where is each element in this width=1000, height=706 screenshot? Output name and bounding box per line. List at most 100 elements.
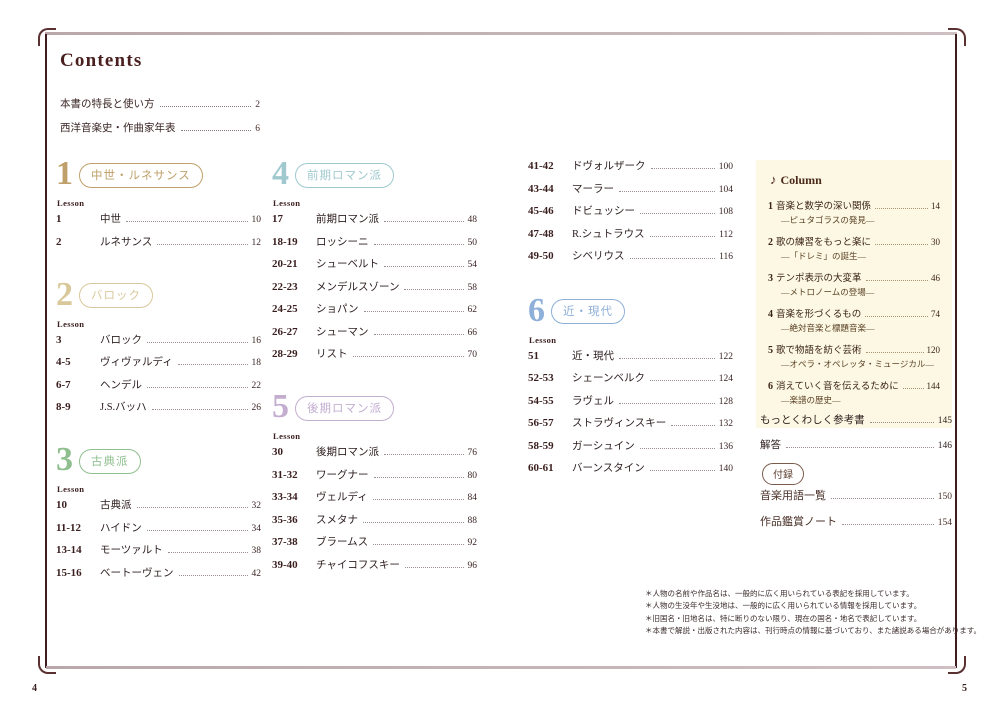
lesson-number: 6-7 — [56, 378, 71, 391]
column-item[interactable]: 5 歌で物語を紡ぐ芸術 120 ―オペラ・オペレッタ・ミュージカル― — [768, 342, 940, 370]
page-number: 10 — [251, 215, 262, 225]
toc-entry-row[interactable]: 37-38 ブラームス 92 — [272, 534, 477, 549]
toc-entry-row[interactable]: 26-27 シューマン 66 — [272, 324, 477, 339]
lesson-title: ワーグナー — [316, 469, 369, 481]
lesson-number: 54-55 — [528, 394, 554, 407]
page-frame-bottom-rule — [46, 666, 956, 669]
leader-dots — [126, 221, 248, 222]
lesson-number: 47-48 — [528, 227, 554, 240]
entry-title: 作品鑑賞ノート — [760, 516, 837, 528]
leader-dots — [384, 221, 464, 222]
spacer — [528, 271, 733, 295]
page-number: 108 — [718, 207, 733, 217]
page-number: 112 — [719, 229, 733, 240]
lesson-number: 35-36 — [272, 513, 298, 526]
column-item[interactable]: 1 音楽と数学の深い関係 14 ―ピュタゴラスの発見― — [768, 198, 940, 226]
toc-entry-row[interactable]: 58-59 ガーシュイン 136 — [528, 438, 733, 453]
toc-section: 5 後期ロマン派 Lesson 30 後期ロマン派 76 31-32 ワーグナー 80 33-34… — [272, 390, 477, 572]
spacer — [56, 428, 261, 444]
lesson-title: ストラヴィンスキー — [572, 418, 667, 429]
page-number: 124 — [718, 374, 733, 384]
leader-dots — [159, 106, 252, 107]
toc-entry-row[interactable]: 33-34 ヴェルディ 84 — [272, 489, 477, 504]
toc-entry-row[interactable]: 41-42 ドヴォルザーク 100 — [528, 158, 733, 173]
music-note-icon: ♪ — [770, 172, 777, 187]
lesson-number: 37-38 — [272, 536, 298, 548]
leader-dots — [167, 552, 248, 553]
column-item[interactable]: 6 消えていく音を伝えるために 144 ―楽譜の歴史― — [768, 378, 940, 406]
toc-entry-row[interactable]: 22-23 メンデルスゾーン 58 — [272, 279, 477, 294]
toc-entry-row[interactable]: 解答 146 — [760, 437, 952, 452]
lesson-number: 15-16 — [56, 566, 82, 579]
toc-entry-row[interactable]: 1 中世 10 — [56, 211, 261, 226]
toc-entry-row[interactable]: 24-25 ショパン 62 — [272, 301, 477, 316]
page-number: 46 — [931, 273, 940, 283]
column-item[interactable]: 3 テンポ表示の大変革 46 ―メトロノームの登場― — [768, 270, 940, 298]
toc-entry-row[interactable]: 6-7 ヘンデル 22 — [56, 377, 261, 392]
toc-entry-row[interactable]: 35-36 スメタナ 88 — [272, 512, 477, 527]
leader-dots — [384, 454, 464, 455]
leader-dots — [373, 544, 464, 545]
lesson-title: リスト — [316, 349, 348, 360]
leader-dots — [831, 498, 934, 499]
toc-entry-row[interactable]: 51 近・現代 122 — [528, 348, 733, 363]
lesson-title: 後期ロマン派 — [316, 447, 379, 458]
column-item[interactable]: 4 音楽を形づくるもの 74 ―絶対音楽と標題音楽― — [768, 306, 940, 334]
toc-entry-row[interactable]: 13-14 モーツァルト 38 — [56, 542, 261, 557]
toc-entry-row[interactable]: 52-53 シェーンベルク 124 — [528, 370, 733, 385]
section-number: 1 — [56, 155, 73, 192]
footnote-line: ＊人物の名前や作品名は、一般的に広く用いられている表記を採用しています。 — [645, 589, 914, 598]
page-number: 26 — [251, 403, 262, 413]
lesson-number: 51 — [528, 349, 539, 362]
toc-entry-row[interactable]: 4-5 ヴィヴァルディ 18 — [56, 354, 261, 369]
page-number-left: 4 — [32, 683, 37, 694]
toc-entry-row[interactable]: 11-12 ハイドン 34 — [56, 520, 261, 535]
column-item-main: 1 音楽と数学の深い関係 14 — [768, 198, 940, 212]
toc-entry-row[interactable]: 54-55 ラヴェル 128 — [528, 393, 733, 408]
footnote-line: ＊旧国名・旧地名は、特に断りのない限り、現在の国名・地名で表記しています。 — [645, 613, 922, 623]
leader-dots — [151, 409, 248, 410]
toc-entry-row[interactable]: もっとくわしく参考書 145 — [760, 412, 952, 427]
section-number: 3 — [56, 441, 73, 478]
leader-dots — [363, 521, 464, 523]
toc-entry-row[interactable]: 56-57 ストラヴィンスキー 132 — [528, 415, 733, 430]
page-number: 6 — [255, 124, 260, 134]
section-header: 3 古典派 — [56, 441, 261, 478]
front-matter-title: 本書の特長と使い方 — [60, 99, 155, 110]
toc-entry-row[interactable]: 作品鑑賞ノート 154 — [760, 513, 952, 529]
front-matter-row[interactable]: 本書の特長と使い方 2 — [60, 96, 260, 111]
toc-entry-row[interactable]: 2 ルネサンス 12 — [56, 234, 261, 249]
leader-dots — [178, 574, 248, 576]
leader-dots — [372, 499, 464, 500]
toc-entry-row[interactable]: 49-50 シベリウス 116 — [528, 248, 733, 263]
page-number: 128 — [718, 396, 733, 407]
toc-entry-row[interactable]: 43-44 マーラー 104 — [528, 181, 733, 196]
leader-dots — [363, 311, 464, 312]
toc-entry-row[interactable]: 10 古典派 32 — [56, 497, 261, 512]
toc-entry-row[interactable]: 18-19 ロッシーニ 50 — [272, 234, 477, 249]
column-sidebar-box: ♪ Column 1 音楽と数学の深い関係 14 ―ピュタゴラスの発見― 2 歌の練習をも… — [756, 160, 952, 428]
lesson-title: チャイコフスキー — [316, 559, 400, 571]
toc-entry-row[interactable]: 39-40 チャイコフスキー 96 — [272, 557, 477, 572]
toc-entry-row[interactable]: 3 バロック 16 — [56, 332, 261, 347]
page-number: 22 — [251, 380, 262, 391]
toc-section: 1 中世・ルネサンス Lesson 1 中世 10 2 ルネサンス 12 — [56, 155, 261, 249]
toc-entry-row[interactable]: 45-46 ドビュッシー 108 — [528, 203, 733, 218]
toc-entry-row[interactable]: 30 後期ロマン派 76 — [272, 444, 477, 459]
toc-entry-row[interactable]: 31-32 ワーグナー 80 — [272, 467, 477, 482]
toc-entry-row[interactable]: 47-48 R.シュトラウス 112 — [528, 226, 733, 241]
page-number: 18 — [251, 358, 262, 368]
toc-entry-row[interactable]: 17 前期ロマン派 48 — [272, 211, 477, 226]
section-badge: バロック — [79, 283, 153, 308]
page-number: 70 — [467, 350, 478, 360]
column-item[interactable]: 2 歌の練習をもっと楽に 30 ―「ドレミ」の誕生― — [768, 234, 940, 262]
toc-entry-row[interactable]: 60-61 バーンスタイン 140 — [528, 460, 733, 475]
toc-entry-row[interactable]: 8-9 J.S.バッハ 26 — [56, 399, 261, 414]
toc-entry-row[interactable]: 20-21 シューベルト 54 — [272, 256, 477, 271]
toc-entry-row[interactable]: 15-16 ベートーヴェン 42 — [56, 565, 261, 580]
lesson-column-label: Lesson — [57, 484, 85, 494]
toc-entry-row[interactable]: 音楽用語一覧 150 — [760, 487, 952, 503]
front-matter-row[interactable]: 西洋音楽史・作曲家年表 6 — [60, 120, 260, 135]
toc-entry-row[interactable]: 28-29 リスト 70 — [272, 346, 477, 361]
front-matter-list: 本書の特長と使い方 2 西洋音楽史・作曲家年表 6 — [60, 96, 260, 144]
